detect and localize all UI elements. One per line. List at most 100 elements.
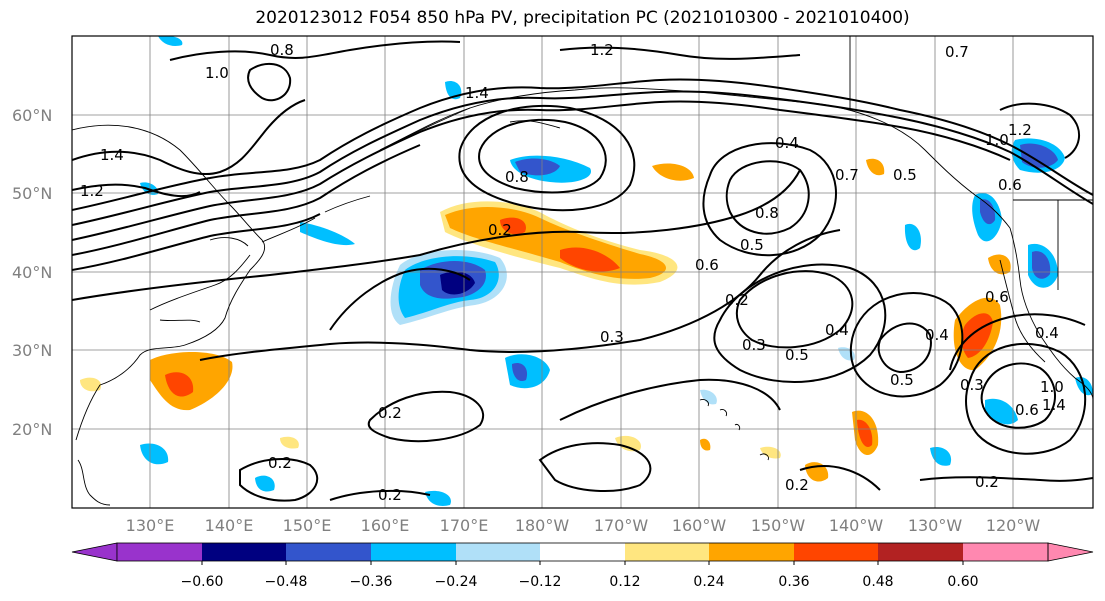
contour-labels: 1.2 0.7 0.8 1.0 1.4 1.4 1.2 0.2 0.8 1.0 … xyxy=(80,41,1066,504)
colorbar-tick-label: 0.12 xyxy=(609,574,640,590)
contour-label: 1.2 xyxy=(1008,121,1032,139)
colorbar-bin xyxy=(878,543,963,561)
lon-label: 120°W xyxy=(986,516,1041,535)
lon-label: 180°W xyxy=(515,516,570,535)
contour-label: 0.6 xyxy=(695,256,719,274)
shade-negative-n xyxy=(505,354,550,389)
colorbar-bin xyxy=(202,543,286,561)
colorbar-tick-label: −0.60 xyxy=(181,574,224,590)
contour-label: 0.7 xyxy=(945,43,969,61)
contour-label: 0.8 xyxy=(270,41,294,59)
pv-contours xyxy=(72,40,1093,502)
contour-label: 0.5 xyxy=(893,166,917,184)
contour-label: 0.4 xyxy=(775,134,799,152)
map-title: 2020123012 F054 850 hPa PV, precipitatio… xyxy=(255,8,910,28)
contour-label: 0.5 xyxy=(785,346,809,364)
contour-sw xyxy=(919,476,1093,482)
contour-cutoff-1 xyxy=(980,362,1057,429)
contour-jet-5 xyxy=(72,213,321,271)
contour-label: 0.8 xyxy=(505,168,529,186)
lon-label: 160°E xyxy=(361,516,410,535)
lat-label: 40°N xyxy=(12,263,52,282)
contour-label: 0.7 xyxy=(835,166,859,184)
colorbar-tick-label: −0.48 xyxy=(265,574,308,590)
contour-jet-3 xyxy=(72,100,1011,241)
contour-label: 0.8 xyxy=(755,204,779,222)
contour-low-2 xyxy=(458,104,636,212)
coast-border-a xyxy=(849,36,1093,290)
lon-label: 150°E xyxy=(283,516,332,535)
colorbar-bin xyxy=(963,543,1048,561)
contour-label: 0.4 xyxy=(1035,324,1059,342)
contour-label: 1.0 xyxy=(985,131,1009,149)
latitude-labels: 60°N 50°N 40°N 30°N 20°N xyxy=(12,106,52,439)
map-frame xyxy=(71,35,1094,509)
lat-label: 50°N xyxy=(12,184,52,203)
contour-asia-2 xyxy=(72,183,201,198)
contour-label: 1.4 xyxy=(1042,396,1066,414)
contour-east-2 xyxy=(702,142,837,257)
shade-positive-e xyxy=(165,372,194,397)
contour-mid-2 xyxy=(329,267,471,331)
contour-label: 1.4 xyxy=(465,84,489,102)
contour-nw-rings xyxy=(999,102,1080,159)
contour-mid-4 xyxy=(367,390,485,443)
contour-south-3 xyxy=(799,465,881,491)
contour-jet-1 xyxy=(72,78,1093,211)
contour-label: 0.2 xyxy=(785,476,809,494)
contour-east-1 xyxy=(725,160,810,235)
colorbar-extend-max xyxy=(1047,542,1094,562)
contour-mid-1 xyxy=(72,169,801,301)
coast-japan xyxy=(149,237,251,323)
contour-mid-3 xyxy=(199,229,841,361)
shade-positive-g xyxy=(961,313,993,358)
contour-jet-4 xyxy=(72,144,421,256)
coast-asia xyxy=(72,124,266,441)
contour-north-3 xyxy=(559,46,801,60)
colorbar-tick-label: 0.60 xyxy=(947,574,978,590)
contour-label: 0.6 xyxy=(985,288,1009,306)
contour-label: 1.0 xyxy=(205,64,229,82)
coast-kuril xyxy=(261,195,371,243)
colorbar-bin xyxy=(371,543,456,561)
shade-positive-l xyxy=(988,254,1011,275)
colorbar-tick-labels: −0.60 −0.48 −0.36 −0.24 −0.12 0.12 0.24 … xyxy=(181,574,979,590)
coast-islands xyxy=(77,399,769,506)
contour-label: 1.0 xyxy=(1040,378,1064,396)
colorbar-bin xyxy=(456,543,540,561)
colorbar xyxy=(71,542,1094,565)
colorbar-tick-label: 0.48 xyxy=(862,574,893,590)
colorbar-bin xyxy=(625,543,709,561)
contour-label: 0.6 xyxy=(1015,401,1039,419)
shade-negative-j xyxy=(980,199,996,225)
colorbar-extend-min xyxy=(71,542,118,562)
colorbar-bin xyxy=(117,543,202,561)
lat-label: 60°N xyxy=(12,106,52,125)
lon-label: 130°E xyxy=(126,516,175,535)
contour-north-2 xyxy=(247,62,292,102)
shade-negative-p xyxy=(300,222,355,246)
contour-label: 0.3 xyxy=(960,376,984,394)
lon-label: 150°W xyxy=(751,516,806,535)
colorbar-bin xyxy=(709,543,794,561)
shade-negative-s xyxy=(700,347,855,405)
contour-south-1 xyxy=(239,458,319,502)
contour-label: 0.2 xyxy=(268,454,292,472)
contour-label: 0.2 xyxy=(378,486,402,504)
contour-south-2 xyxy=(329,489,431,501)
shade-negative-m xyxy=(904,223,921,251)
lon-label: 130°W xyxy=(908,516,963,535)
contour-label: 0.2 xyxy=(975,473,999,491)
colorbar-tick-label: −0.36 xyxy=(350,574,393,590)
lon-label: 170°E xyxy=(440,516,489,535)
colorbar-tick-label: 0.36 xyxy=(778,574,809,590)
contour-east-6 xyxy=(849,292,964,398)
contour-label: 0.2 xyxy=(725,291,749,309)
shade-positive-c xyxy=(500,217,620,272)
contour-label: 1.2 xyxy=(590,41,614,59)
contour-label: 0.4 xyxy=(825,321,849,339)
shade-positive-k xyxy=(652,163,694,181)
contour-label: 0.2 xyxy=(378,404,402,422)
colorbar-bin xyxy=(794,543,878,561)
